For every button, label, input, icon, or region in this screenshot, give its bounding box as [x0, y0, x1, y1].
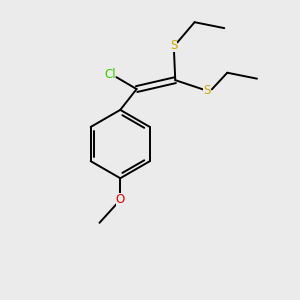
Text: S: S: [170, 40, 178, 52]
Text: S: S: [203, 84, 210, 97]
Text: O: O: [116, 193, 125, 206]
Text: Cl: Cl: [104, 68, 116, 81]
